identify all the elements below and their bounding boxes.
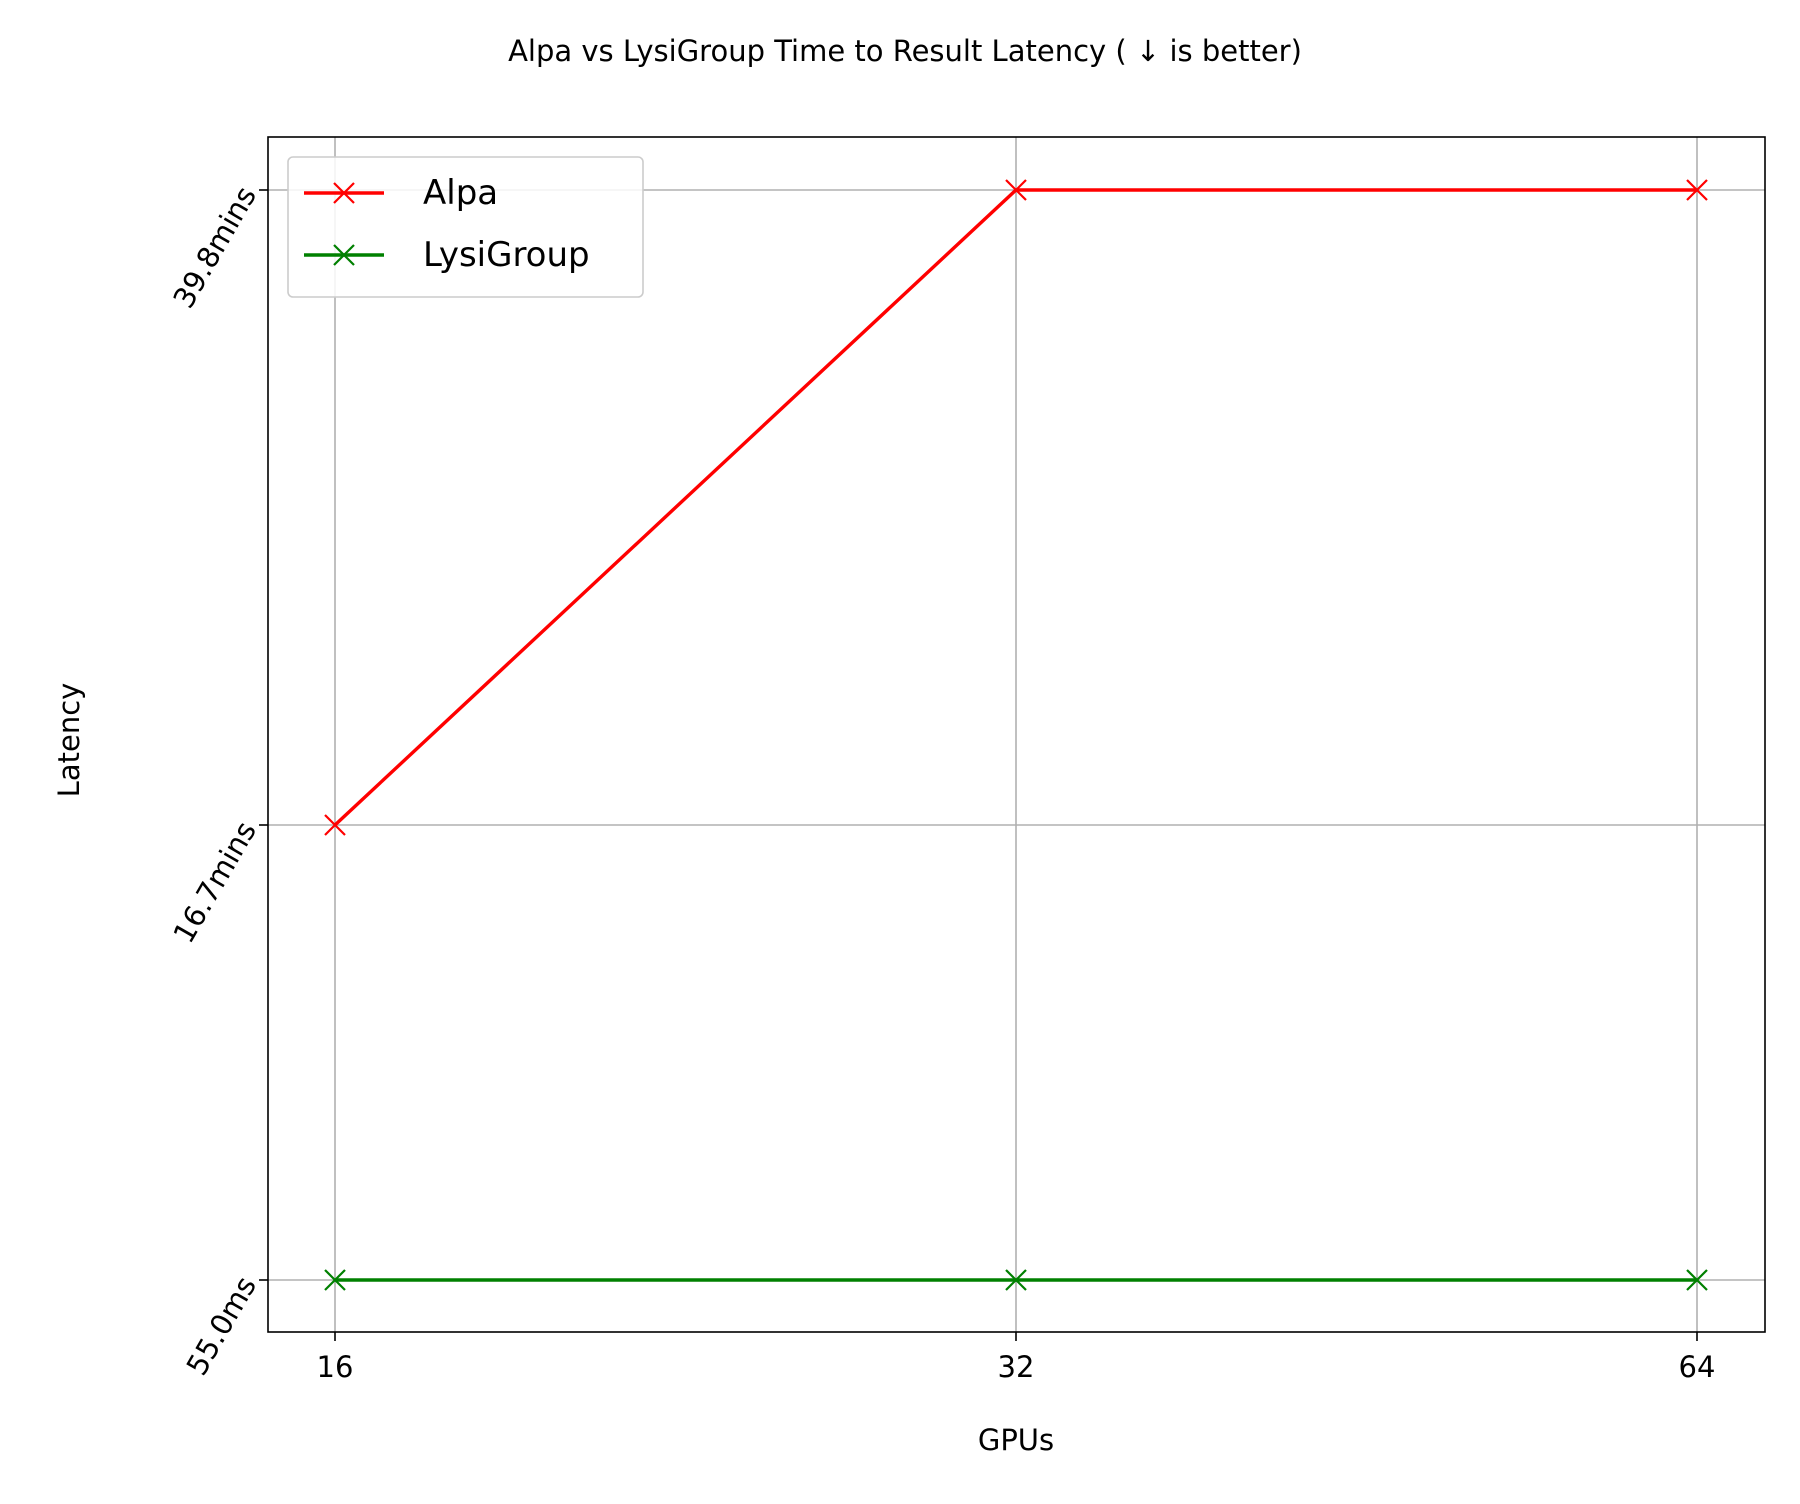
- grid-layer: [268, 137, 1765, 1332]
- data-point-alpa: [1686, 179, 1708, 201]
- series-layer: [324, 179, 1708, 1291]
- y-tick-label: 55.0ms: [180, 1271, 263, 1381]
- legend-marker: [333, 182, 355, 204]
- y-tick-label: 16.7mins: [166, 816, 263, 949]
- legend-item-alpa: Alpa: [304, 173, 498, 213]
- data-point-alpa: [1005, 179, 1027, 201]
- x-tick-label: 32: [998, 1350, 1035, 1384]
- data-point-alpa: [324, 814, 346, 836]
- legend: Alpa LysiGroup: [287, 156, 644, 298]
- legend-label: LysiGroup: [423, 235, 590, 275]
- legend-label: Alpa: [423, 173, 498, 213]
- y-tick-label: 39.8mins: [166, 181, 263, 314]
- data-point-lysigroup: [1005, 1269, 1027, 1291]
- legend-marker: [333, 244, 355, 266]
- chart-title: Alpa vs LysiGroup Time to Result Latency…: [508, 34, 1302, 68]
- x-axis-label: GPUs: [978, 1423, 1054, 1457]
- x-tick-label: 64: [1679, 1350, 1716, 1384]
- legend-item-lysigroup: LysiGroup: [304, 235, 590, 275]
- y-axis-label: Latency: [52, 683, 86, 798]
- axis-layer: 16 32 64 55.0ms 16.7mins 39.8mins: [166, 181, 1715, 1385]
- x-tick-label: 16: [317, 1350, 354, 1384]
- data-point-lysigroup: [324, 1269, 346, 1291]
- data-point-lysigroup: [1686, 1269, 1708, 1291]
